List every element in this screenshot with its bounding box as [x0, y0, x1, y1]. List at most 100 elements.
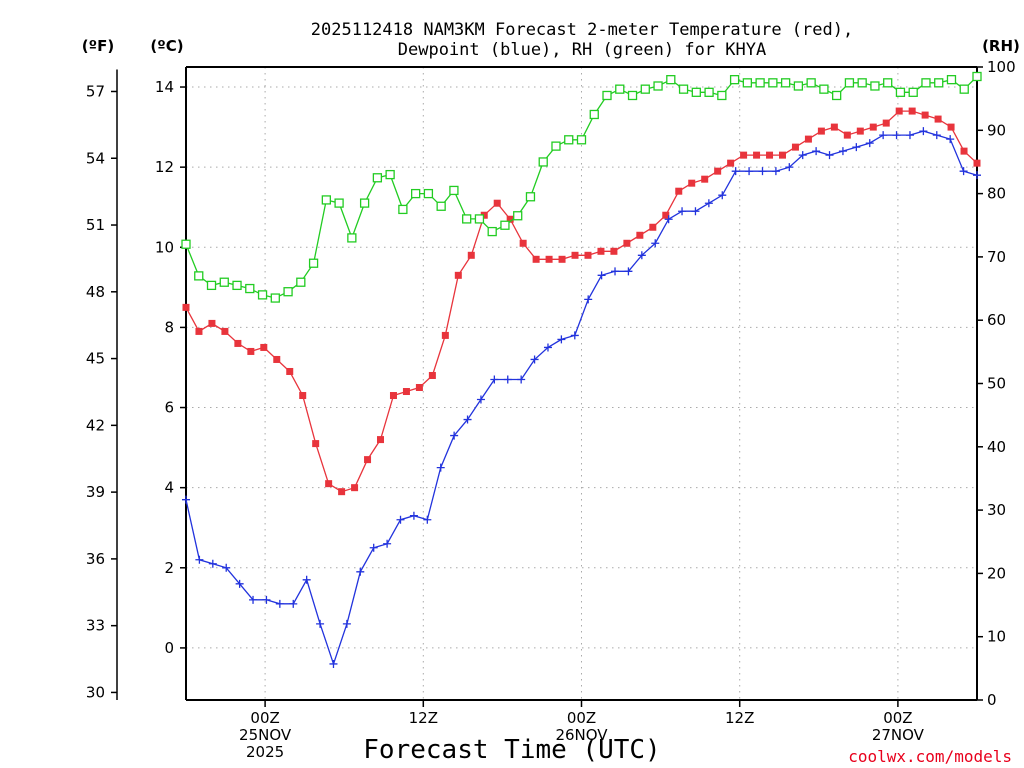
- rh-point: [359, 198, 370, 208]
- 2-meter-temperature-point: [389, 392, 397, 400]
- rh-series: [181, 71, 982, 303]
- rh-point: [972, 71, 982, 82]
- 2-meter-temperature-point: [960, 147, 968, 155]
- dewpoint-point: [476, 395, 485, 404]
- rh-point: [742, 78, 753, 88]
- rh-point: [602, 90, 612, 101]
- dewpoint-point: [436, 463, 445, 472]
- dewpoint-point: [651, 239, 660, 248]
- 2-meter-temperature-point: [856, 127, 864, 135]
- dewpoint-point: [342, 619, 351, 628]
- dewpoint-point: [932, 131, 941, 140]
- rh-tick-label: 50: [987, 375, 1006, 393]
- 2-meter-temperature-point: [701, 175, 709, 183]
- dewpoint-point: [262, 595, 271, 604]
- dewpoint-point: [383, 539, 392, 548]
- dewpoint-point: [450, 431, 459, 440]
- dewpoint-point: [892, 131, 901, 140]
- rh-point: [589, 109, 599, 120]
- 2-meter-temperature-point: [571, 251, 579, 259]
- dewpoint-point: [611, 267, 620, 276]
- rh-tick-label: 80: [987, 185, 1006, 203]
- celsius-tick-label: 14: [155, 78, 174, 96]
- dewpoint-point: [852, 143, 861, 152]
- 2-meter-temperature-point: [338, 488, 346, 496]
- rh-point: [232, 280, 242, 291]
- dewpoint-point: [182, 495, 190, 504]
- dewpoint-point: [597, 271, 606, 280]
- rh-tick-label: 70: [987, 248, 1006, 266]
- fahrenheit-tick-label: 57: [86, 82, 105, 100]
- 2-meter-temperature-point: [778, 151, 786, 159]
- 2-meter-temperature-point: [766, 151, 774, 159]
- 2-meter-temperature-point: [402, 388, 410, 396]
- 2-meter-temperature-point: [740, 151, 748, 159]
- 2-meter-temperature-point: [234, 339, 242, 347]
- dewpoint-point: [905, 131, 914, 140]
- rh-point: [245, 283, 255, 294]
- dewpoint-point: [718, 191, 727, 200]
- 2-meter-temperature-point: [506, 215, 514, 223]
- fahrenheit-tick-label: 54: [86, 149, 105, 167]
- dewpoint-point: [289, 599, 298, 608]
- rh-point: [372, 173, 383, 183]
- rh-point: [946, 75, 957, 85]
- dewpoint-point: [731, 167, 740, 176]
- 2-meter-temperature-point: [221, 327, 229, 335]
- 2-meter-temperature-point: [312, 440, 320, 448]
- rh-point: [423, 188, 434, 199]
- fahrenheit-tick-label: 45: [86, 350, 105, 368]
- dewpoint-point: [798, 151, 807, 160]
- 2-meter-temperature-point: [532, 255, 540, 263]
- rh-point: [908, 87, 918, 97]
- dewpoint-point: [543, 343, 552, 352]
- dewpoint-point: [302, 575, 311, 584]
- time-tick-label: 12Z: [409, 709, 438, 727]
- time-tick-label: 00Z: [250, 709, 279, 727]
- time-tick-label: 00Z: [567, 709, 596, 727]
- dewpoint-point: [570, 331, 579, 340]
- 2-meter-temperature-point: [843, 131, 851, 139]
- celsius-unit-label: (ºC): [150, 37, 183, 55]
- rh-unit-label: (RH): [982, 37, 1020, 55]
- rh-point: [576, 135, 587, 145]
- 2-meter-temperature-point: [286, 367, 294, 375]
- 2-meter-temperature-point: [428, 371, 436, 379]
- dewpoint-point: [973, 171, 981, 180]
- 2-meter-temperature-point: [662, 211, 670, 219]
- celsius-tick-label: 6: [164, 399, 174, 417]
- 2-meter-temperature-point: [195, 327, 203, 335]
- dewpoint-point: [409, 511, 418, 520]
- 2-meter-temperature-point: [688, 179, 696, 187]
- rh-point: [768, 78, 778, 88]
- 2-meter-temperature-point: [519, 239, 527, 247]
- 2-meter-temperature-point: [830, 123, 838, 131]
- 2-meter-temperature-point: [454, 271, 462, 279]
- source-credit: coolwx.com/models: [848, 747, 1012, 766]
- dewpoint-point: [249, 595, 258, 604]
- dewpoint-point: [838, 147, 847, 156]
- fahrenheit-tick-label: 30: [86, 683, 105, 701]
- 2-meter-temperature-point: [260, 343, 268, 351]
- dewpoint-point: [771, 167, 780, 176]
- rh-point: [729, 75, 740, 85]
- rh-point: [436, 201, 446, 211]
- dewpoint-point: [664, 215, 673, 224]
- rh-point: [883, 78, 893, 88]
- dewpoint-point: [959, 167, 968, 176]
- dewpoint-point: [624, 267, 633, 276]
- rh-point: [474, 214, 485, 224]
- axes: 30 33 36 39 42 45 48 51 54 57 0 2 4 6 8 10 12 14 0 10 20 30 40…: [86, 58, 1016, 761]
- 2-meter-temperature-point: [947, 123, 955, 131]
- rh-point: [538, 157, 548, 167]
- fahrenheit-tick-label: 48: [86, 283, 105, 301]
- x-axis-label: Forecast Time (UTC): [363, 735, 660, 765]
- dewpoint-point: [758, 167, 767, 176]
- dewpoint-point: [503, 375, 512, 384]
- chart-title-line2: Dewpoint (blue), RH (green) for KHYA: [398, 40, 766, 60]
- 2-meter-temperature-point: [636, 231, 644, 239]
- dewpoint-point: [919, 127, 928, 136]
- rh-point: [819, 84, 829, 94]
- 2-meter-temperature-point: [610, 247, 618, 255]
